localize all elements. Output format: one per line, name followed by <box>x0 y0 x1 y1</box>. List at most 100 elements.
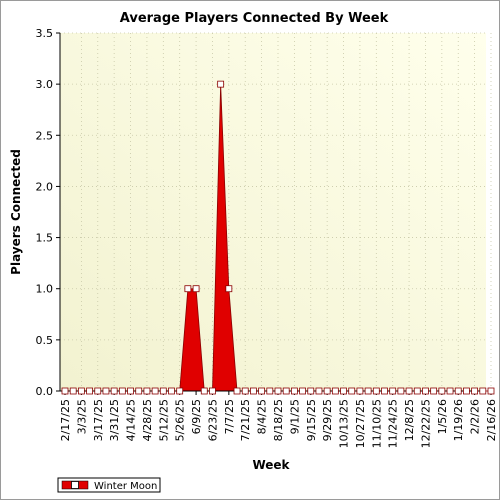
x-tick-label: 9/29/25 <box>321 399 334 441</box>
x-tick-label: 8/4/25 <box>256 399 269 434</box>
data-point <box>413 387 421 395</box>
y-tick-label: 0.5 <box>36 334 54 347</box>
data-point <box>151 387 159 395</box>
y-tick-label: 3.0 <box>36 78 54 91</box>
data-point <box>372 387 380 395</box>
data-point <box>389 387 397 395</box>
x-tick-label: 11/10/25 <box>370 399 383 448</box>
data-point <box>168 387 175 395</box>
data-point <box>487 387 495 395</box>
data-point <box>77 387 85 395</box>
gridlines <box>60 32 492 391</box>
data-point <box>430 387 438 395</box>
data-point <box>209 387 216 395</box>
x-tick-label: 8/18/25 <box>272 399 285 441</box>
data-point <box>135 387 143 395</box>
data-point <box>118 387 126 395</box>
data-point <box>454 387 462 395</box>
x-tick-label: 1/19/26 <box>452 399 465 441</box>
x-tick-label: 10/13/25 <box>338 399 351 448</box>
data-point <box>307 387 315 395</box>
data-point <box>127 387 134 395</box>
data-point <box>282 387 290 395</box>
data-point <box>143 387 151 395</box>
data-point <box>381 387 388 395</box>
data-point <box>356 387 364 395</box>
x-tick-label: 3/3/25 <box>75 399 88 434</box>
x-tick-label: 12/22/25 <box>419 399 432 448</box>
x-tick-label: 4/28/25 <box>141 399 154 441</box>
data-point <box>250 387 257 395</box>
x-tick-label: 11/24/25 <box>387 399 400 448</box>
data-point <box>471 387 479 395</box>
x-tick-label: 7/7/25 <box>223 399 236 434</box>
y-tick-label: 0.0 <box>36 385 54 398</box>
x-tick-label: 9/15/25 <box>305 399 318 441</box>
y-tick-label: 1.0 <box>36 283 54 296</box>
data-point <box>94 387 102 395</box>
data-point <box>258 387 266 395</box>
x-tick-label: 3/31/25 <box>108 399 121 441</box>
data-point <box>438 387 446 395</box>
data-point <box>241 387 249 395</box>
data-point <box>176 387 184 395</box>
data-point <box>299 387 306 395</box>
x-tick-label: 2/2/26 <box>469 399 482 434</box>
data-point <box>61 387 69 395</box>
series-markers <box>61 80 495 395</box>
legend-label: Winter Moon <box>94 481 157 492</box>
data-point <box>405 387 413 395</box>
data-point <box>86 387 93 395</box>
data-point <box>446 387 454 395</box>
x-tick-label: 12/8/25 <box>403 399 416 441</box>
data-point <box>364 387 372 395</box>
data-point <box>340 387 347 395</box>
data-point <box>110 387 118 395</box>
chart-title: Average Players Connected By Week <box>120 11 389 26</box>
data-point <box>290 387 298 395</box>
data-point <box>463 387 470 395</box>
x-tick-label: 6/23/25 <box>206 399 219 441</box>
y-tick-label: 1.5 <box>36 232 54 245</box>
data-point <box>397 387 405 395</box>
x-axis-title: Week <box>252 458 290 472</box>
x-tick-label: 10/27/25 <box>354 399 367 448</box>
data-point <box>225 285 233 293</box>
data-point <box>217 80 225 88</box>
x-ticks: 2/17/25 3/3/25 3/17/25 3/31/25 4/14/25 4/28/2… <box>59 391 498 448</box>
data-point <box>233 387 241 395</box>
x-tick-label: 6/9/25 <box>190 399 203 434</box>
y-ticks: 0.0 0.5 1.0 1.5 2.0 2.5 3.0 3.5 <box>36 27 60 398</box>
legend: Winter Moon <box>57 477 161 493</box>
data-point <box>323 387 331 395</box>
data-point <box>422 387 429 395</box>
data-point <box>331 387 339 395</box>
data-point <box>200 387 208 395</box>
x-tick-label: 3/17/25 <box>92 399 105 441</box>
x-tick-label: 2/17/25 <box>59 399 72 441</box>
data-point <box>184 285 192 293</box>
y-tick-label: 2.0 <box>36 180 54 193</box>
plot-area <box>60 33 486 391</box>
x-tick-label: 2/16/26 <box>485 399 498 441</box>
y-axis-title: Players Connected <box>9 149 23 275</box>
y-tick-label: 3.5 <box>36 27 54 40</box>
x-tick-label: 1/5/26 <box>436 399 449 434</box>
x-tick-label: 4/14/25 <box>125 399 138 441</box>
data-point <box>315 387 323 395</box>
legend-marker <box>71 481 79 489</box>
data-point <box>69 387 77 395</box>
x-tick-label: 5/12/25 <box>157 399 170 441</box>
data-point <box>274 387 282 395</box>
y-tick-label: 2.5 <box>36 129 54 142</box>
x-tick-label: 7/21/25 <box>239 399 252 441</box>
data-point <box>102 387 110 395</box>
data-point <box>192 285 200 293</box>
x-tick-label: 9/1/25 <box>288 399 301 434</box>
data-point <box>159 387 167 395</box>
data-point <box>266 387 274 395</box>
x-tick-label: 5/26/25 <box>174 399 187 441</box>
data-point <box>348 387 356 395</box>
data-point <box>479 387 487 395</box>
